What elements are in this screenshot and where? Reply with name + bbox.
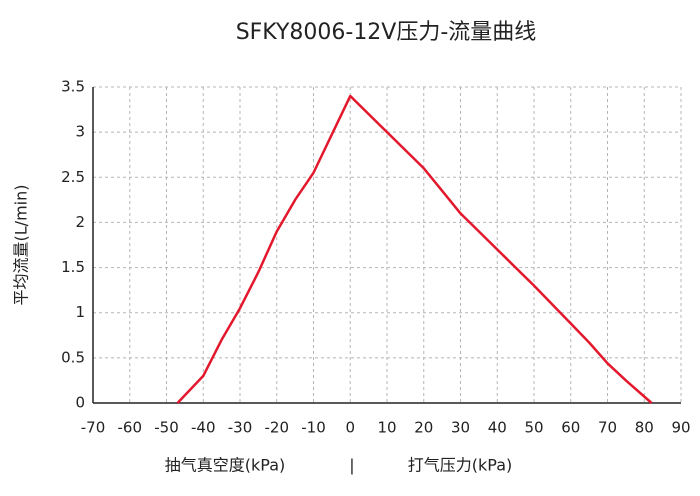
x-tick-label: 30 <box>451 419 470 437</box>
x-tick-label: 10 <box>377 419 396 437</box>
x-tick-label: 60 <box>561 419 580 437</box>
x-annotation: 打气压力(kPa) <box>408 456 513 475</box>
x-tick-label: -60 <box>118 419 143 437</box>
y-tick-label: 3 <box>75 123 85 141</box>
x-tick-label: 80 <box>635 419 654 437</box>
x-tick-label: -30 <box>228 419 253 437</box>
y-tick-label: 2.5 <box>61 168 85 186</box>
x-tick-label: 90 <box>671 419 690 437</box>
y-axis-label: 平均流量(L/min) <box>12 185 31 306</box>
x-annotation: | <box>349 456 354 475</box>
y-tick-label: 1.5 <box>61 258 85 276</box>
x-tick-label: -70 <box>81 419 106 437</box>
data-line <box>176 94 653 404</box>
y-tick-label: 1 <box>75 303 85 321</box>
x-tick-label: -10 <box>301 419 326 437</box>
x-tick-label: -20 <box>265 419 290 437</box>
x-tick-label: 70 <box>598 419 617 437</box>
x-annotation: 抽气真空度(kPa) <box>165 456 286 475</box>
x-tick-label: 20 <box>414 419 433 437</box>
y-tick-label: 0 <box>75 394 85 412</box>
x-tick-label: -40 <box>191 419 216 437</box>
x-tick-label: 40 <box>488 419 507 437</box>
y-tick-label: 3.5 <box>61 78 85 96</box>
y-tick-label: 2 <box>75 213 85 231</box>
x-tick-label: -50 <box>154 419 179 437</box>
x-tick-label: 50 <box>524 419 543 437</box>
y-tick-label: 0.5 <box>61 348 85 366</box>
chart-title: SFKY8006-12V压力-流量曲线 <box>236 20 537 45</box>
x-tick-label: 0 <box>345 419 355 437</box>
